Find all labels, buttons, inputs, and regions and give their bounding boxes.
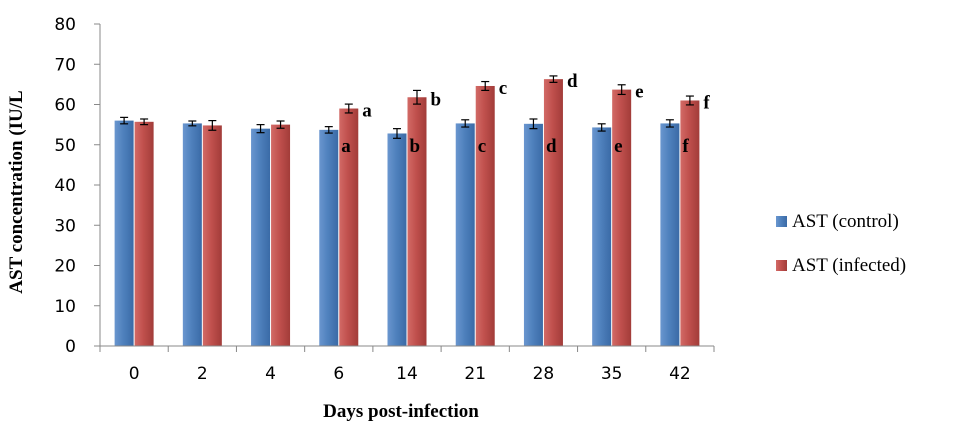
- y-axis-ticks: 0 10 20 30 40 50 60 70 80: [54, 15, 100, 357]
- x-tick-label: 35: [601, 364, 623, 384]
- significance-label: e: [614, 136, 622, 157]
- bar-infected: [680, 100, 700, 346]
- y-tick-label: 80: [54, 15, 76, 35]
- bar-infected: [202, 125, 222, 347]
- significance-label: c: [499, 78, 507, 99]
- bar-infected: [407, 97, 427, 346]
- significance-label: b: [431, 89, 442, 110]
- bars-layer: [114, 79, 700, 347]
- y-tick-label: 30: [54, 216, 76, 236]
- significance-label: e: [635, 82, 643, 103]
- bar-control: [251, 128, 271, 346]
- x-tick-label: 14: [396, 364, 418, 384]
- x-tick-label: 6: [333, 364, 344, 384]
- significance-label: c: [478, 136, 486, 157]
- y-tick-label: 20: [54, 257, 76, 277]
- bar-control: [387, 133, 407, 346]
- x-tick-label: 42: [669, 364, 691, 384]
- y-axis-title: AST concentration (IU/L: [6, 90, 27, 293]
- x-tick-label: 0: [129, 364, 140, 384]
- significance-label: a: [341, 136, 351, 157]
- y-tick-label: 10: [54, 297, 76, 317]
- x-tick-label: 21: [464, 364, 486, 384]
- bar-control: [523, 123, 543, 346]
- bar-infected: [271, 124, 291, 346]
- bar-infected: [475, 85, 495, 347]
- bar-control: [592, 127, 612, 346]
- x-axis-title: Days post-infection: [323, 401, 479, 422]
- significance-label: f: [682, 136, 689, 157]
- x-axis-ticks: 0 2 4 6 14 21 28 35 42: [99, 346, 715, 384]
- legend-swatch: [776, 260, 787, 271]
- x-tick-label: 4: [265, 364, 276, 384]
- y-tick-label: 70: [54, 55, 76, 75]
- y-tick-label: 40: [54, 176, 76, 196]
- bar-infected: [339, 108, 359, 347]
- legend: AST (control) AST (infected): [776, 211, 906, 276]
- legend-label: AST (control): [792, 211, 899, 232]
- y-tick-label: 60: [54, 96, 76, 116]
- y-tick-label: 50: [54, 136, 76, 156]
- x-tick-label: 2: [197, 364, 208, 384]
- bar-infected: [134, 121, 154, 347]
- significance-labels-layer: a b c d e f a b c d e f: [341, 71, 710, 157]
- x-tick-label: 28: [533, 364, 555, 384]
- bar-control: [660, 123, 680, 346]
- bar-control: [319, 129, 339, 346]
- legend-label: AST (infected): [792, 255, 906, 276]
- bar-control: [182, 123, 202, 346]
- significance-label: f: [703, 92, 710, 113]
- bar-control: [114, 120, 134, 346]
- y-tick-label: 0: [65, 337, 76, 357]
- error-bars-layer: [120, 75, 694, 139]
- significance-label: b: [410, 136, 421, 157]
- legend-swatch: [776, 216, 787, 227]
- bar-infected: [543, 79, 563, 346]
- bar-control: [455, 123, 475, 346]
- significance-label: d: [546, 136, 557, 157]
- bar-infected: [612, 89, 632, 347]
- significance-label: d: [567, 71, 578, 92]
- significance-label: a: [362, 101, 372, 122]
